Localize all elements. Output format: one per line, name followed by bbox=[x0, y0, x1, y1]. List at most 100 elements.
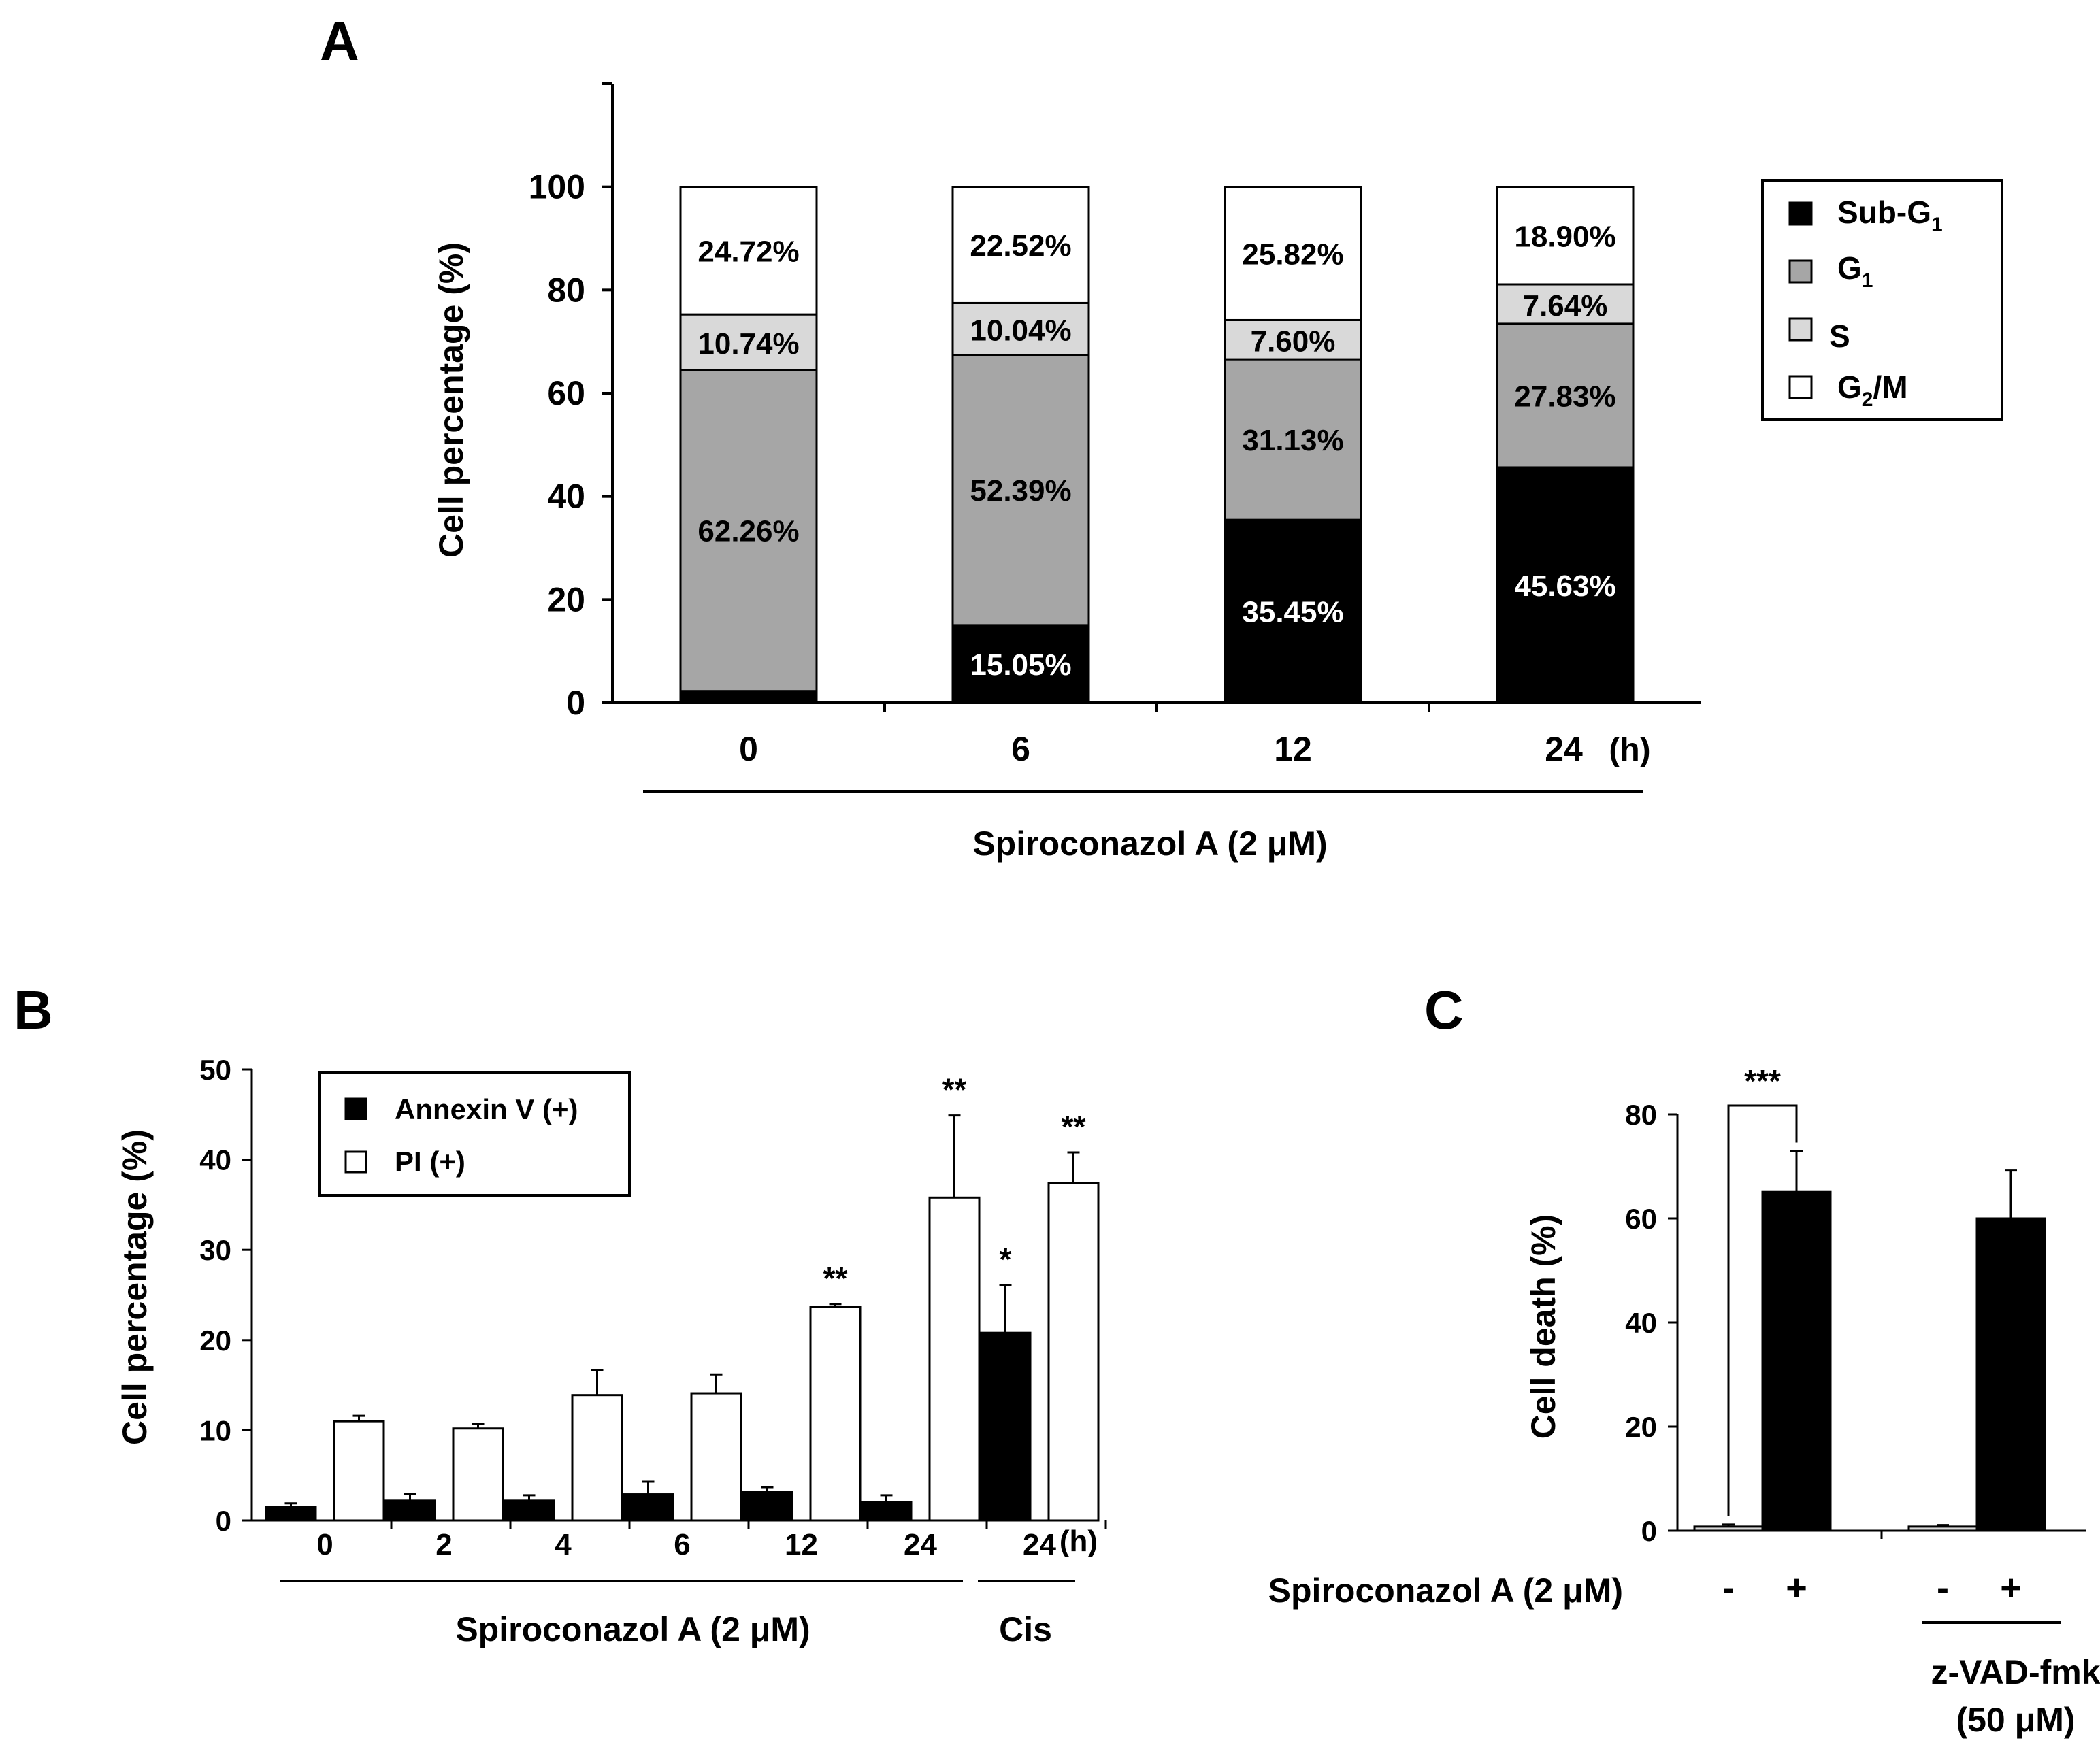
annexin-bar bbox=[384, 1499, 436, 1522]
legend-label-annexin: Annexin V (+) bbox=[395, 1093, 578, 1125]
bar-segment-g2-m bbox=[1224, 186, 1362, 321]
legend-swatch-g1 bbox=[1788, 259, 1813, 284]
bar-data-label: 24.72% bbox=[698, 235, 799, 268]
bar-data-label: 31.13% bbox=[1242, 424, 1343, 457]
panel-b-bars: ******* bbox=[265, 1072, 1100, 1522]
bar-segment-g2-m bbox=[1496, 186, 1635, 286]
panel-b-legend-box bbox=[318, 1071, 631, 1197]
panel-a-x-unit: (h) bbox=[1609, 732, 1650, 768]
bar-segment-sub-g1 bbox=[1496, 466, 1635, 704]
bar-segment-g1 bbox=[1496, 322, 1635, 469]
bar-data-label: 62.26% bbox=[698, 515, 799, 548]
panel-b-y-tick-label: 40 bbox=[199, 1144, 231, 1176]
legend-label-s: S bbox=[1829, 318, 1850, 354]
panel-c-x-tick-label: + bbox=[2000, 1567, 2022, 1608]
bar-segment-s bbox=[679, 313, 818, 371]
pi-bar bbox=[690, 1392, 742, 1522]
bar-segment-g2-m bbox=[679, 186, 818, 316]
significance-marker: ** bbox=[823, 1261, 848, 1296]
annexin-bar bbox=[741, 1491, 793, 1522]
panel-b-x-tick-label: 12 bbox=[785, 1528, 818, 1561]
panel-b-x-tick-label: 4 bbox=[555, 1528, 572, 1561]
legend-swatch-annexin bbox=[344, 1097, 367, 1120]
panel-c-row-label: Spiroconazol A (2 μM) bbox=[1268, 1572, 1623, 1610]
bar-segment-s bbox=[1224, 318, 1362, 361]
bar-segment-sub-g1 bbox=[679, 690, 818, 704]
panel-b-x-tick-label: 0 bbox=[316, 1528, 333, 1561]
bar-segment-s bbox=[951, 301, 1090, 356]
significance-marker: ** bbox=[1062, 1109, 1086, 1144]
bar-data-label: 7.60% bbox=[1251, 325, 1336, 358]
panel-a-y-tick-label: 100 bbox=[529, 168, 585, 206]
panel-c-letter: C bbox=[1424, 980, 1464, 1040]
panel-c-bars: *** bbox=[1693, 1063, 2046, 1532]
pi-bar bbox=[1047, 1182, 1100, 1522]
treated-bar bbox=[1975, 1217, 2046, 1532]
panel-c: C Cell death (%) 0 20 40 60 80 *** - + - + Spir… bbox=[1268, 980, 2100, 1739]
bar-data-label: 22.52% bbox=[970, 229, 1071, 263]
panel-c-x-tick-labels: - + - + bbox=[1722, 1567, 2022, 1608]
panel-b-x-tick-label: 2 bbox=[436, 1528, 452, 1561]
annexin-bar bbox=[503, 1499, 555, 1522]
panel-a-y-tick-label: 40 bbox=[547, 478, 585, 516]
panel-a-x-tick-label: 6 bbox=[1011, 730, 1030, 768]
annexin-bar bbox=[860, 1501, 913, 1522]
annexin-bar bbox=[265, 1506, 317, 1522]
panel-b-group-label: Spiroconazol A (2 μM) bbox=[455, 1610, 810, 1648]
legend-swatch-sub-g1 bbox=[1788, 201, 1813, 226]
bar-data-label: 35.45% bbox=[1242, 596, 1343, 629]
significance-bracket bbox=[1727, 1104, 1798, 1516]
legend-swatch-s bbox=[1788, 317, 1813, 342]
pi-bar bbox=[333, 1420, 385, 1522]
legend-swatch-pi bbox=[344, 1150, 367, 1174]
control-bar bbox=[1693, 1525, 1764, 1532]
panel-a-x-tick-label: 24 bbox=[1545, 730, 1583, 768]
panel-b-y-tick-label: 50 bbox=[199, 1054, 231, 1086]
panel-c-y-tick-label: 40 bbox=[1625, 1307, 1657, 1339]
panel-c-zvad-label-1: z-VAD-fmk bbox=[1931, 1653, 2100, 1691]
bar-segment-g1 bbox=[1224, 358, 1362, 521]
pi-bar bbox=[571, 1394, 623, 1522]
panel-a-y-axis-label: Cell percentage (%) bbox=[432, 242, 470, 558]
panel-a-group-label: Spiroconazol A (2 μM) bbox=[972, 825, 1327, 863]
panel-b-x-tick-label: 24 bbox=[1023, 1528, 1056, 1561]
panel-c-y-tick-label: 80 bbox=[1625, 1099, 1657, 1131]
panel-b-cis-label: Cis bbox=[999, 1610, 1052, 1648]
legend-swatch-g2m bbox=[1788, 375, 1813, 399]
significance-marker: * bbox=[1000, 1242, 1012, 1277]
legend-label-pi: PI (+) bbox=[395, 1146, 465, 1178]
panel-a-x-tick-labels: 0 6 12 24 bbox=[739, 730, 1583, 768]
significance-marker: *** bbox=[1744, 1063, 1781, 1099]
panel-b-legend: Annexin V (+) PI (+) bbox=[318, 1071, 631, 1197]
bar-data-label: 15.05% bbox=[970, 648, 1071, 682]
panel-a-y-tick-label: 20 bbox=[547, 580, 585, 618]
bar-segment-s bbox=[1496, 283, 1635, 325]
panel-b-y-tick-label: 20 bbox=[199, 1325, 231, 1357]
panel-b-letter: B bbox=[14, 980, 53, 1040]
panel-b-y-tick-label: 10 bbox=[199, 1414, 231, 1446]
bar-data-label: 10.74% bbox=[698, 327, 799, 361]
panel-b-x-tick-label: 24 bbox=[904, 1528, 937, 1561]
bar-data-label: 45.63% bbox=[1514, 569, 1615, 603]
bar-data-label: 25.82% bbox=[1242, 238, 1343, 271]
panel-a-y-tick-label: 80 bbox=[547, 271, 585, 309]
annexin-bar bbox=[622, 1493, 674, 1522]
panel-c-zvad-label-2: (50 μM) bbox=[1956, 1701, 2075, 1739]
panel-a-x-tick-label: 0 bbox=[739, 730, 758, 768]
bar-segment-g2-m bbox=[951, 186, 1090, 304]
treated-bar bbox=[1761, 1190, 1832, 1532]
legend-label-g2m: G2/M bbox=[1837, 369, 1908, 411]
panel-a-legend: Sub-G1 G1 S G2/M bbox=[1761, 179, 2003, 421]
panel-b-y-tick-label: 30 bbox=[199, 1234, 231, 1266]
panel-c-y-axis-label: Cell death (%) bbox=[1524, 1214, 1562, 1440]
annexin-bar bbox=[979, 1331, 1032, 1522]
pi-bar bbox=[928, 1196, 981, 1522]
legend-label-g1: G1 bbox=[1837, 250, 1873, 292]
panel-a-letter: A bbox=[320, 11, 359, 71]
bar-segment-g1 bbox=[951, 354, 1090, 627]
bar-segment-g1 bbox=[679, 369, 818, 693]
control-bar bbox=[1907, 1525, 1978, 1532]
panel-b-x-tick-labels: 0 2 4 6 12 24 24 bbox=[316, 1528, 1056, 1561]
